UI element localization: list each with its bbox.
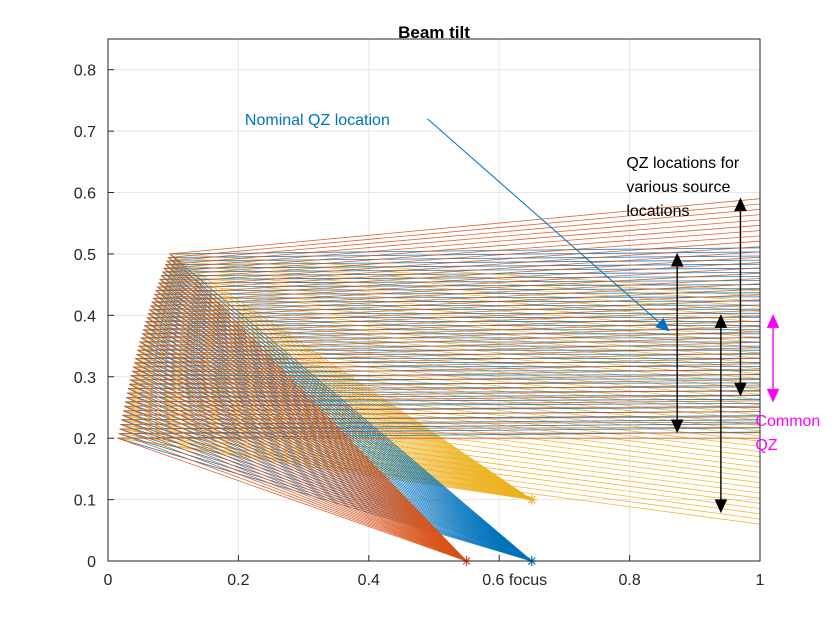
x-tick-label: 0.8 <box>618 572 640 589</box>
ray-line <box>146 288 760 561</box>
ray-line <box>134 342 760 561</box>
ray-line <box>127 379 760 561</box>
source-marker-yellow <box>526 494 537 505</box>
ray-line <box>121 416 760 561</box>
ray-line <box>129 363 760 561</box>
chart-title: Beam tilt <box>398 23 470 42</box>
label-line: various source <box>626 179 730 196</box>
label-line: locations <box>626 203 689 220</box>
ray-line <box>147 283 760 561</box>
arrow-head <box>655 317 670 332</box>
ray-line <box>160 230 760 561</box>
arrow-head <box>766 388 780 403</box>
ray-line <box>130 357 760 561</box>
label-line: Common <box>755 413 820 430</box>
x-tick-label: 0.2 <box>227 572 249 589</box>
common-qz-label: Common QZ <box>755 413 820 454</box>
y-tick-label: 0.2 <box>74 431 96 448</box>
ray-line <box>135 336 760 561</box>
annotations: Nominal QZ location QZ locations for vario… <box>245 112 820 514</box>
ray-line <box>122 411 760 561</box>
ray-line <box>136 331 760 561</box>
ray-line <box>128 373 760 561</box>
x-tick-label: 0.6 focus <box>482 572 547 589</box>
ray-line <box>124 400 760 561</box>
ray-line <box>149 272 760 561</box>
label-line: QZ <box>755 437 777 454</box>
x-tick-label: 0 <box>104 572 113 589</box>
ray-line <box>157 240 760 561</box>
ray-line <box>131 352 760 561</box>
ray-line <box>133 347 760 561</box>
range-arrow-annotation_magenta <box>766 314 780 403</box>
ray-line <box>167 203 760 561</box>
arrow-head <box>714 499 728 514</box>
range-arrow-annotation_black <box>714 314 728 514</box>
ray-line <box>120 421 760 561</box>
ray-line <box>139 315 760 561</box>
axes-box <box>107 38 761 562</box>
nominal-qz-label: Nominal QZ location <box>245 112 390 129</box>
y-tick-label: 0.1 <box>74 493 96 510</box>
nominal-qz-arrow <box>427 118 670 332</box>
y-tick-label: 0.8 <box>74 63 96 80</box>
ray-line <box>169 198 760 561</box>
ray-line <box>125 389 760 561</box>
ray-line <box>151 267 760 561</box>
y-tick-label: 0.5 <box>74 247 96 264</box>
ray-line <box>119 427 760 561</box>
ray-line <box>128 368 760 561</box>
ray-line <box>148 278 760 561</box>
x-tick-label: 0.4 <box>358 572 380 589</box>
arrow-head <box>714 314 728 328</box>
ray-line <box>126 384 760 561</box>
range-arrow-annotation_black <box>670 252 684 434</box>
arrow-head <box>670 419 684 434</box>
ray-line <box>118 432 760 561</box>
ray-line <box>152 262 760 561</box>
arrow-head <box>670 252 684 267</box>
ray-traces <box>117 198 760 561</box>
y-tick-label: 0 <box>87 554 96 571</box>
x-tick-label: 1 <box>756 572 765 589</box>
y-tick-label: 0.4 <box>74 308 96 325</box>
ray-line <box>144 294 760 561</box>
ray-line <box>137 326 760 561</box>
range-arrow-annotation_black <box>734 197 747 397</box>
arrow-head <box>734 382 747 397</box>
ray-line <box>156 246 760 561</box>
ray-line <box>117 437 760 561</box>
arrow-head <box>766 314 780 328</box>
ray-line <box>142 304 760 561</box>
ray-line <box>155 251 760 561</box>
y-tick-label: 0.7 <box>74 124 96 141</box>
y-tick-label: 0.6 <box>74 186 96 203</box>
ray-line <box>153 256 760 561</box>
axis-ticks: 0 0.2 0.4 0.6 focus 0.8 1 0 0.1 0.2 0.3 0.4 0.5 0.6 0… <box>74 63 765 589</box>
ray-line <box>123 405 760 561</box>
arrow-head <box>734 197 747 212</box>
ray-line <box>166 208 760 561</box>
label-line: QZ locations for <box>626 155 740 172</box>
ray-series-orange <box>117 198 760 561</box>
ray-line <box>143 299 760 561</box>
ray-line <box>159 235 760 561</box>
ray-line <box>124 395 760 561</box>
ray-line <box>138 320 760 561</box>
ray-line <box>161 224 760 561</box>
qz-locations-label: QZ locations for various source locations <box>626 155 740 220</box>
y-tick-label: 0.3 <box>74 370 96 387</box>
ray-line <box>141 310 760 561</box>
ray-line <box>164 214 760 561</box>
